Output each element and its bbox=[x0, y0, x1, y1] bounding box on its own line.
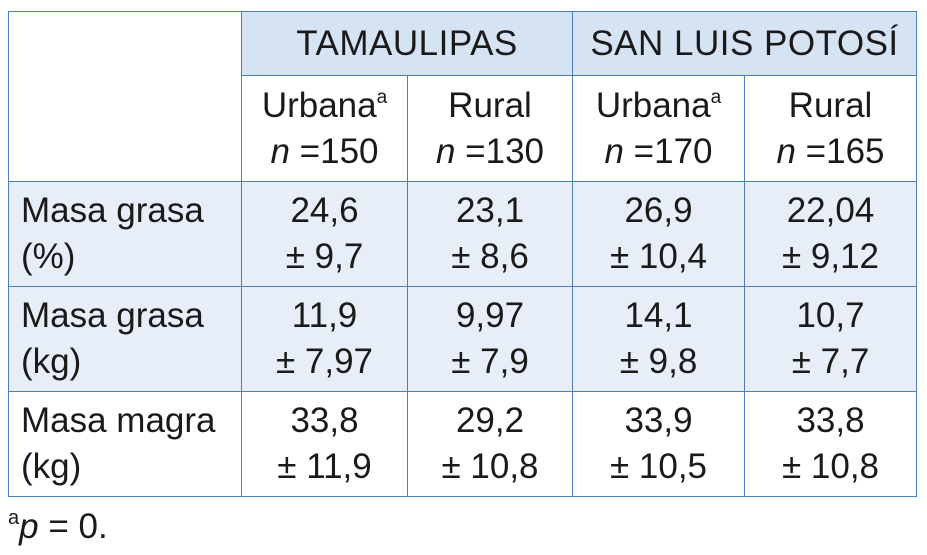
cell-sd: ± 9,7 bbox=[285, 237, 364, 276]
n-symbol: n bbox=[604, 131, 624, 171]
cell-mean: 10,7 bbox=[796, 296, 865, 335]
cell-sd: ± 9,8 bbox=[619, 342, 698, 381]
state-header-san-luis-potosi: SAN LUIS POTOSÍ bbox=[572, 11, 917, 76]
table-row: Masa grasa (kg) 11,9 ± 7,97 9,97 ± 7,9 14,… bbox=[8, 286, 917, 392]
sample-size: =150 bbox=[289, 131, 379, 171]
row-label-line: Masa magra bbox=[21, 401, 216, 440]
row-label-unit: (kg) bbox=[21, 447, 82, 486]
table-row: Masa magra (kg) 33,8 ± 11,9 29,2 ± 10,8 33… bbox=[8, 391, 917, 497]
cell-sd: ± 8,6 bbox=[451, 237, 529, 276]
cell-mean: 29,2 bbox=[455, 401, 525, 440]
row-label: Masa magra (kg) bbox=[8, 391, 242, 497]
cell-sd: ± 10,5 bbox=[609, 447, 708, 486]
n-symbol: n bbox=[776, 131, 796, 171]
cell-mean: 33,8 bbox=[796, 401, 865, 440]
table-cell: 33,8 ± 11,9 bbox=[241, 391, 408, 497]
table-cell: 10,7 ± 7,7 bbox=[744, 286, 917, 392]
cell-sd: ± 10,4 bbox=[609, 237, 708, 276]
group-label: Urbana bbox=[261, 85, 377, 125]
n-symbol: n bbox=[270, 131, 290, 171]
cell-mean: 33,9 bbox=[624, 401, 693, 440]
table-cell: 23,1 ± 8,6 bbox=[407, 181, 573, 287]
table-cell: 14,1 ± 9,8 bbox=[572, 286, 745, 392]
n-symbol: n bbox=[435, 131, 456, 171]
cell-mean: 24,6 bbox=[290, 191, 359, 230]
cell-sd: ± 7,97 bbox=[275, 342, 374, 381]
row-label-unit: (%) bbox=[21, 237, 76, 276]
group-header: Rural n =165 bbox=[744, 75, 917, 182]
group-header: Urbanaa n =150 bbox=[241, 75, 408, 182]
table-cell: 24,6 ± 9,7 bbox=[241, 181, 408, 287]
row-label-line: Masa grasa bbox=[21, 191, 204, 230]
row-label-line: Masa grasa bbox=[21, 296, 204, 335]
table-cell: 11,9 ± 7,97 bbox=[241, 286, 408, 392]
sample-size: =130 bbox=[455, 131, 545, 171]
cell-sd: ± 9,12 bbox=[781, 237, 880, 276]
p-symbol: p bbox=[19, 507, 39, 546]
sample-size: =170 bbox=[623, 131, 713, 171]
row-label: Masa grasa (kg) bbox=[8, 286, 242, 392]
group-header: Urbanaa n =170 bbox=[572, 75, 745, 182]
state-header-row: TAMAULIPAS SAN LUIS POTOSÍ bbox=[8, 11, 917, 182]
footnote-text: = 0. bbox=[38, 507, 108, 546]
cell-mean: 23,1 bbox=[455, 191, 525, 230]
cell-sd: ± 10,8 bbox=[781, 447, 880, 486]
cell-sd: ± 7,7 bbox=[791, 342, 870, 381]
footnote-mark: a bbox=[8, 507, 20, 529]
group-label: Urbana bbox=[595, 85, 711, 125]
group-header-row: Urbanaa n =150 Rural n =130 Urbanaa n =1… bbox=[9, 75, 917, 182]
footnote-mark: a bbox=[376, 86, 388, 108]
cell-sd: ± 10,8 bbox=[441, 447, 539, 486]
table-cell: 33,9 ± 10,5 bbox=[572, 391, 745, 497]
data-table: TAMAULIPAS SAN LUIS POTOSÍ Urbanaa n =15… bbox=[8, 11, 917, 497]
group-label: Rural bbox=[448, 85, 532, 125]
cell-sd: ± 7,9 bbox=[451, 342, 529, 381]
table-cell: 29,2 ± 10,8 bbox=[407, 391, 573, 497]
row-label-unit: (kg) bbox=[21, 342, 82, 381]
cell-mean: 33,8 bbox=[290, 401, 359, 440]
table-cell: 33,8 ± 10,8 bbox=[744, 391, 917, 497]
table-row: Masa grasa (%) 24,6 ± 9,7 23,1 ± 8,6 26,9 ±… bbox=[8, 181, 917, 287]
sample-size: =165 bbox=[795, 131, 885, 171]
cell-mean: 26,9 bbox=[624, 191, 693, 230]
table-footnote: ap = 0. bbox=[8, 505, 108, 549]
cell-mean: 11,9 bbox=[291, 296, 358, 335]
state-header-tamaulipas: TAMAULIPAS bbox=[241, 11, 573, 76]
table-cell: 26,9 ± 10,4 bbox=[572, 181, 745, 287]
table-cell: 9,97 ± 7,9 bbox=[407, 286, 573, 392]
cell-mean: 9,97 bbox=[455, 296, 525, 335]
group-label: Rural bbox=[788, 85, 873, 125]
footnote-mark: a bbox=[710, 86, 722, 108]
table-cell: 22,04 ± 9,12 bbox=[744, 181, 917, 287]
cell-mean: 22,04 bbox=[786, 191, 875, 230]
group-header: Rural n =130 bbox=[407, 75, 573, 182]
cell-sd: ± 11,9 bbox=[277, 447, 372, 486]
row-label: Masa grasa (%) bbox=[8, 181, 242, 287]
corner-cell bbox=[8, 11, 242, 182]
cell-mean: 14,1 bbox=[624, 296, 693, 335]
